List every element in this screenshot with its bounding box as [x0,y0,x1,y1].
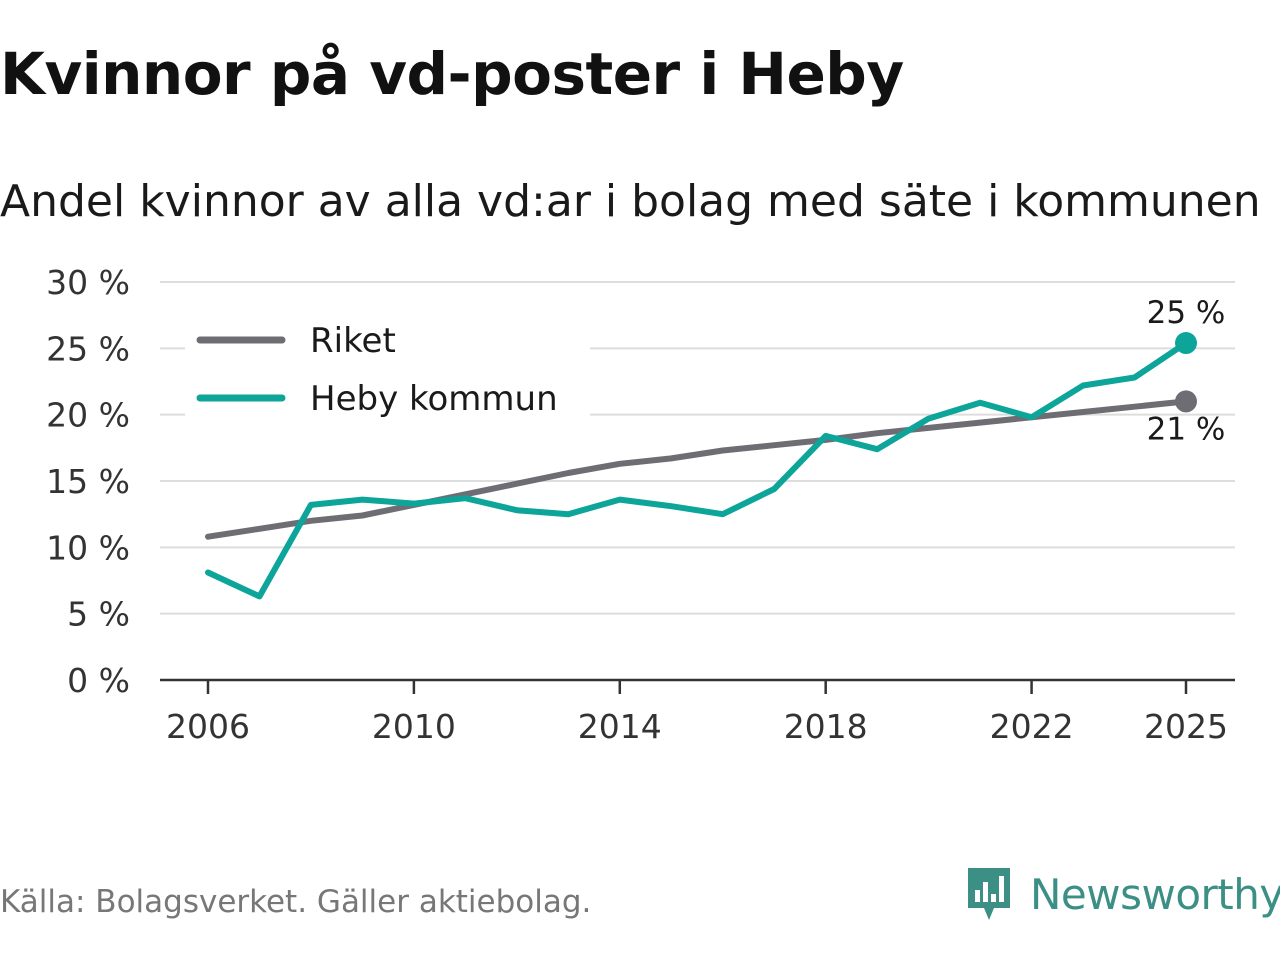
end-point-heby [1175,332,1197,355]
x-tick-label: 2025 [1144,707,1228,746]
y-tick-label: 20 % [46,396,130,435]
source-note: Källa: Bolagsverket. Gäller aktiebolag. [0,884,592,920]
x-tick-label: 2022 [990,707,1074,746]
legend-background [185,315,590,425]
brand-name: Newsworthy [1030,869,1280,919]
legend-label-riket: Riket [310,321,396,361]
y-tick-label: 5 % [67,595,130,634]
y-tick-label: 10 % [46,528,130,567]
x-tick-label: 2010 [372,707,456,746]
x-tick-label: 2018 [784,707,868,746]
chart-subtitle: Andel kvinnor av alla vd:ar i bolag med … [0,176,1261,227]
series-line-riket [205,398,1189,540]
brand-logo: Newsworthy [964,864,1280,924]
end-label-riket: 21 % [1147,411,1226,447]
y-tick-label: 30 % [46,263,130,302]
end-label-heby: 25 % [1147,295,1226,331]
line-chart: 0 % 5 % 10 % 15 % 20 % 25 % 30 % 2006 2010 2014 20… [46,263,1235,746]
chart-title: Kvinnor på vd-poster i Heby [0,40,904,108]
end-point-riket [1175,390,1197,413]
series-line-heby [205,340,1189,600]
x-tick-label: 2006 [166,707,250,746]
y-tick-label: 0 % [67,661,130,700]
x-tick-label: 2014 [578,707,662,746]
legend-label-heby: Heby kommun [310,379,558,419]
bar-chart-speech-bubble-icon [968,868,1010,920]
y-tick-label: 15 % [46,462,130,501]
y-tick-label: 25 % [46,329,130,368]
